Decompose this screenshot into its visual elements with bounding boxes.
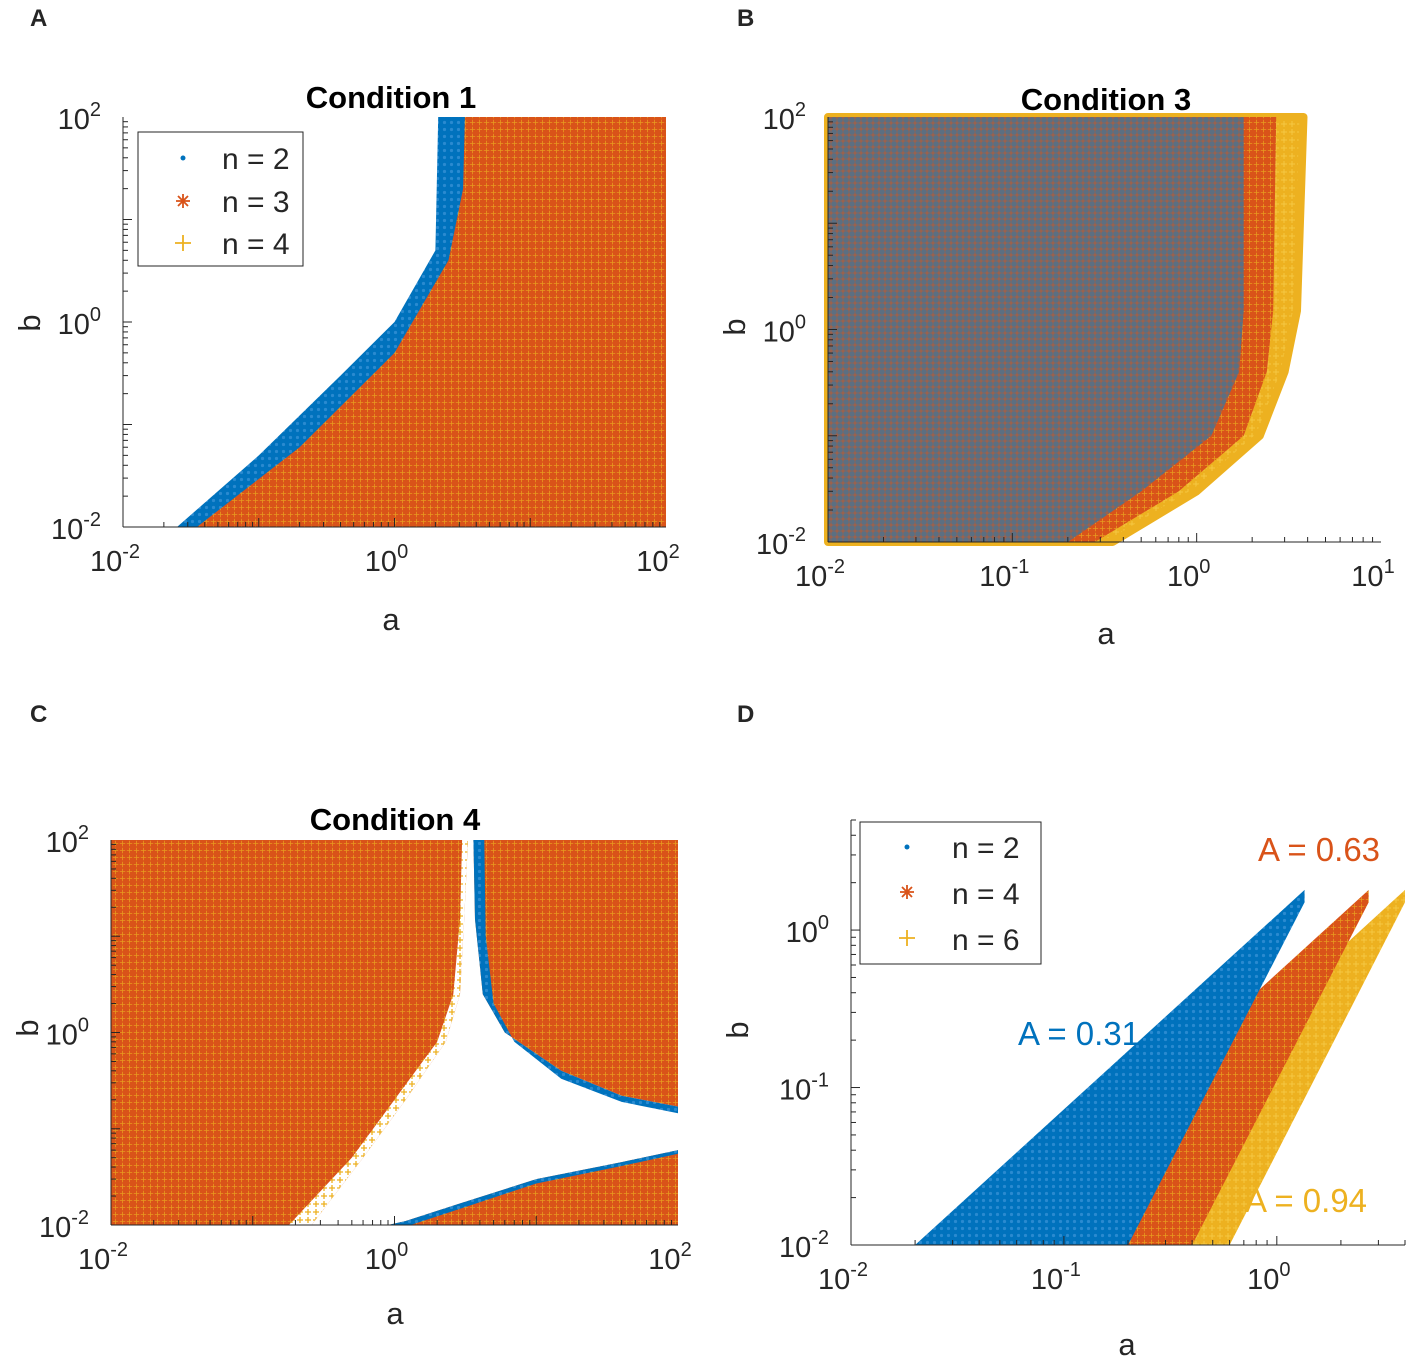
panel-a-legend: n = 2 n = 3 n = 4 (137, 131, 304, 267)
panel-b-title: Condition 3 (1021, 82, 1191, 117)
x-tick-label: 100 (1247, 1259, 1290, 1296)
x-tick-label: 10-1 (1031, 1259, 1081, 1296)
panel-b: B Condition 3 a b 10-2 10-1 100 10110-21001… (717, 5, 1395, 651)
y-tick-label: 100 (46, 1015, 89, 1052)
legend-marker-n2 (180, 155, 186, 161)
y-tick-label: 100 (786, 912, 829, 949)
panel-c-axes (110, 840, 678, 1226)
x-tick-label: 102 (648, 1239, 691, 1276)
x-tick-label: 102 (636, 541, 679, 578)
panel-b-regions (824, 113, 1308, 546)
x-tick-label: 100 (365, 541, 408, 578)
legend-box (859, 821, 1042, 965)
legend-marker-n2 (904, 844, 910, 850)
y-tick-label: 10-2 (756, 524, 806, 561)
annotation-a031: A = 0.31 (1018, 1015, 1140, 1052)
y-tick-label: 100 (58, 304, 101, 341)
band-n2 (915, 889, 1305, 1245)
panel-c-title: Condition 4 (310, 802, 481, 837)
panel-d-xlabel: a (1118, 1327, 1136, 1362)
panel-d-regions (915, 889, 1405, 1245)
panel-d-ticks: 10-2 10-1 100 10-2 10-1 100 (779, 912, 1291, 1296)
panel-a-label: A (30, 5, 47, 32)
panel-b-axes (827, 117, 1381, 543)
legend-marker-n4 (175, 235, 191, 251)
panel-b-ylabel: b (717, 318, 752, 335)
legend-label: n = 4 (952, 878, 1020, 911)
panel-c-regions (111, 840, 678, 1225)
y-tick-label: 102 (58, 99, 101, 136)
region-n2 (828, 117, 1244, 542)
y-tick-label: 102 (46, 822, 89, 859)
y-tick-label: 10-2 (779, 1227, 829, 1264)
panel-c-label: C (30, 701, 47, 728)
legend-label: n = 6 (952, 924, 1020, 957)
panel-a-regions (177, 117, 666, 527)
panel-a-title: Condition 1 (306, 80, 476, 115)
legend-label: n = 4 (222, 228, 290, 261)
x-tick-label: 100 (1167, 556, 1210, 593)
annotation-a063: A = 0.63 (1258, 831, 1380, 868)
region-n4 (204, 117, 666, 527)
panel-a-ticks: 10-2 100 102 10-2 100 102 (51, 99, 680, 578)
panel-a: A Condition 1 a b 10-2 100 102 10-2 100 102 n… (12, 5, 680, 637)
x-tick-label: 10-2 (78, 1239, 128, 1276)
panel-d-legend: n = 2 n = 4 n = 6 (859, 821, 1042, 965)
panel-d-ylabel: b (720, 1021, 755, 1038)
band-n4 (979, 889, 1369, 1245)
panel-c-ylabel: b (10, 1019, 45, 1036)
y-tick-label: 10-2 (39, 1207, 89, 1244)
x-tick-label: 10-2 (90, 541, 140, 578)
region-n2-lower-edge (388, 1150, 678, 1225)
panel-b-xlabel: a (1097, 616, 1115, 651)
x-tick-label: 10-2 (818, 1259, 868, 1296)
panel-b-label: B (737, 5, 754, 32)
y-tick-label: 100 (763, 312, 806, 349)
panel-b-ticks: 10-2 10-1 100 101 10-2 100 102 (756, 99, 1395, 593)
y-tick-label: 102 (763, 99, 806, 136)
x-tick-label: 101 (1351, 556, 1394, 593)
legend-box (137, 131, 304, 267)
y-tick-label: 10-1 (779, 1070, 829, 1107)
legend-marker-n4 (900, 885, 914, 899)
panel-a-axes (122, 117, 666, 528)
panel-d-axes (850, 819, 1406, 1246)
panel-d: D a b 10-2 10-1 100 10-2 10-1 100 n = 2 n = 4… (720, 701, 1406, 1362)
panel-c-xlabel: a (386, 1296, 404, 1331)
panel-c-ticks: 10-2 100 102 10-2 100 102 (39, 822, 692, 1276)
annotation-a094: A = 0.94 (1245, 1182, 1367, 1219)
region-empty (311, 840, 678, 1225)
legend-label: n = 3 (222, 186, 290, 219)
panel-c: C Condition 4 a b 10-2 100 102 10-2 100 102 (10, 701, 692, 1331)
legend-marker-n3 (176, 194, 190, 208)
y-tick-label: 10-2 (51, 509, 101, 546)
x-tick-label: 10-1 (979, 556, 1029, 593)
panel-a-xlabel: a (382, 602, 400, 637)
panel-d-label: D (737, 701, 754, 728)
legend-label: n = 2 (222, 143, 290, 176)
panel-a-ylabel: b (12, 314, 47, 331)
legend-marker-n6 (899, 930, 915, 946)
legend-label: n = 2 (952, 832, 1020, 865)
x-tick-label: 10-2 (795, 556, 845, 593)
x-tick-label: 100 (365, 1239, 408, 1276)
